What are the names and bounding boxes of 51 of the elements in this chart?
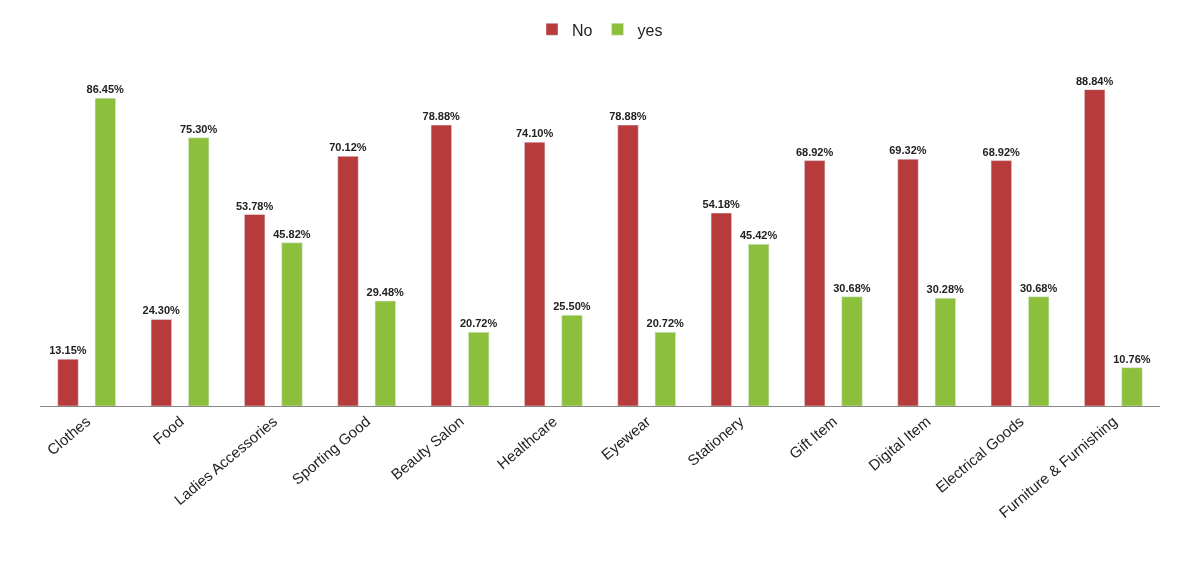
bar <box>990 160 1012 406</box>
bar <box>430 124 452 406</box>
legend-label: No <box>572 21 593 39</box>
data-label: 86.45% <box>86 83 125 96</box>
bar <box>524 141 546 406</box>
bar <box>1121 367 1143 406</box>
data-label: 10.76% <box>1113 352 1151 365</box>
data-label: 25.50% <box>553 300 591 313</box>
bar <box>188 137 210 406</box>
data-label: 30.28% <box>926 283 965 296</box>
bar <box>561 314 583 406</box>
data-label: 20.72% <box>459 317 498 330</box>
data-label: 78.88% <box>422 110 461 123</box>
bar <box>281 242 303 406</box>
bar <box>710 212 732 406</box>
bar <box>617 124 639 406</box>
data-label: 88.84% <box>1075 74 1114 87</box>
bar <box>1028 296 1050 406</box>
data-label: 70.12% <box>329 141 367 154</box>
bar <box>244 214 266 406</box>
legend-label: yes <box>637 21 663 39</box>
data-label: 45.82% <box>273 227 311 240</box>
bar <box>374 300 396 406</box>
data-label: 68.92% <box>795 145 834 158</box>
bar <box>897 158 919 406</box>
bar <box>468 331 490 406</box>
data-label: 20.72% <box>646 317 685 330</box>
data-label: 74.10% <box>515 127 554 140</box>
bar <box>934 297 956 406</box>
x-tick-label: Gift Item <box>785 412 841 462</box>
bar <box>150 319 172 406</box>
data-label: 54.18% <box>702 198 741 211</box>
data-label: 53.78% <box>235 199 274 212</box>
data-label: 78.88% <box>609 110 647 123</box>
bar <box>57 358 79 406</box>
bar <box>1084 89 1106 406</box>
data-label: 30.68% <box>833 281 871 294</box>
bar <box>94 97 116 406</box>
bar <box>337 156 359 406</box>
data-label: 30.68% <box>1019 281 1058 294</box>
data-label: 75.30% <box>179 122 218 135</box>
data-label: 69.32% <box>889 144 927 157</box>
data-label: 13.15% <box>49 344 87 357</box>
data-label: 29.48% <box>366 286 405 299</box>
data-label: 24.30% <box>142 304 181 317</box>
data-label: 68.92% <box>982 145 1021 158</box>
bar <box>841 296 863 406</box>
bar <box>748 244 770 406</box>
bar <box>654 331 676 406</box>
bar <box>804 160 826 406</box>
data-label: 45.42% <box>739 229 778 242</box>
